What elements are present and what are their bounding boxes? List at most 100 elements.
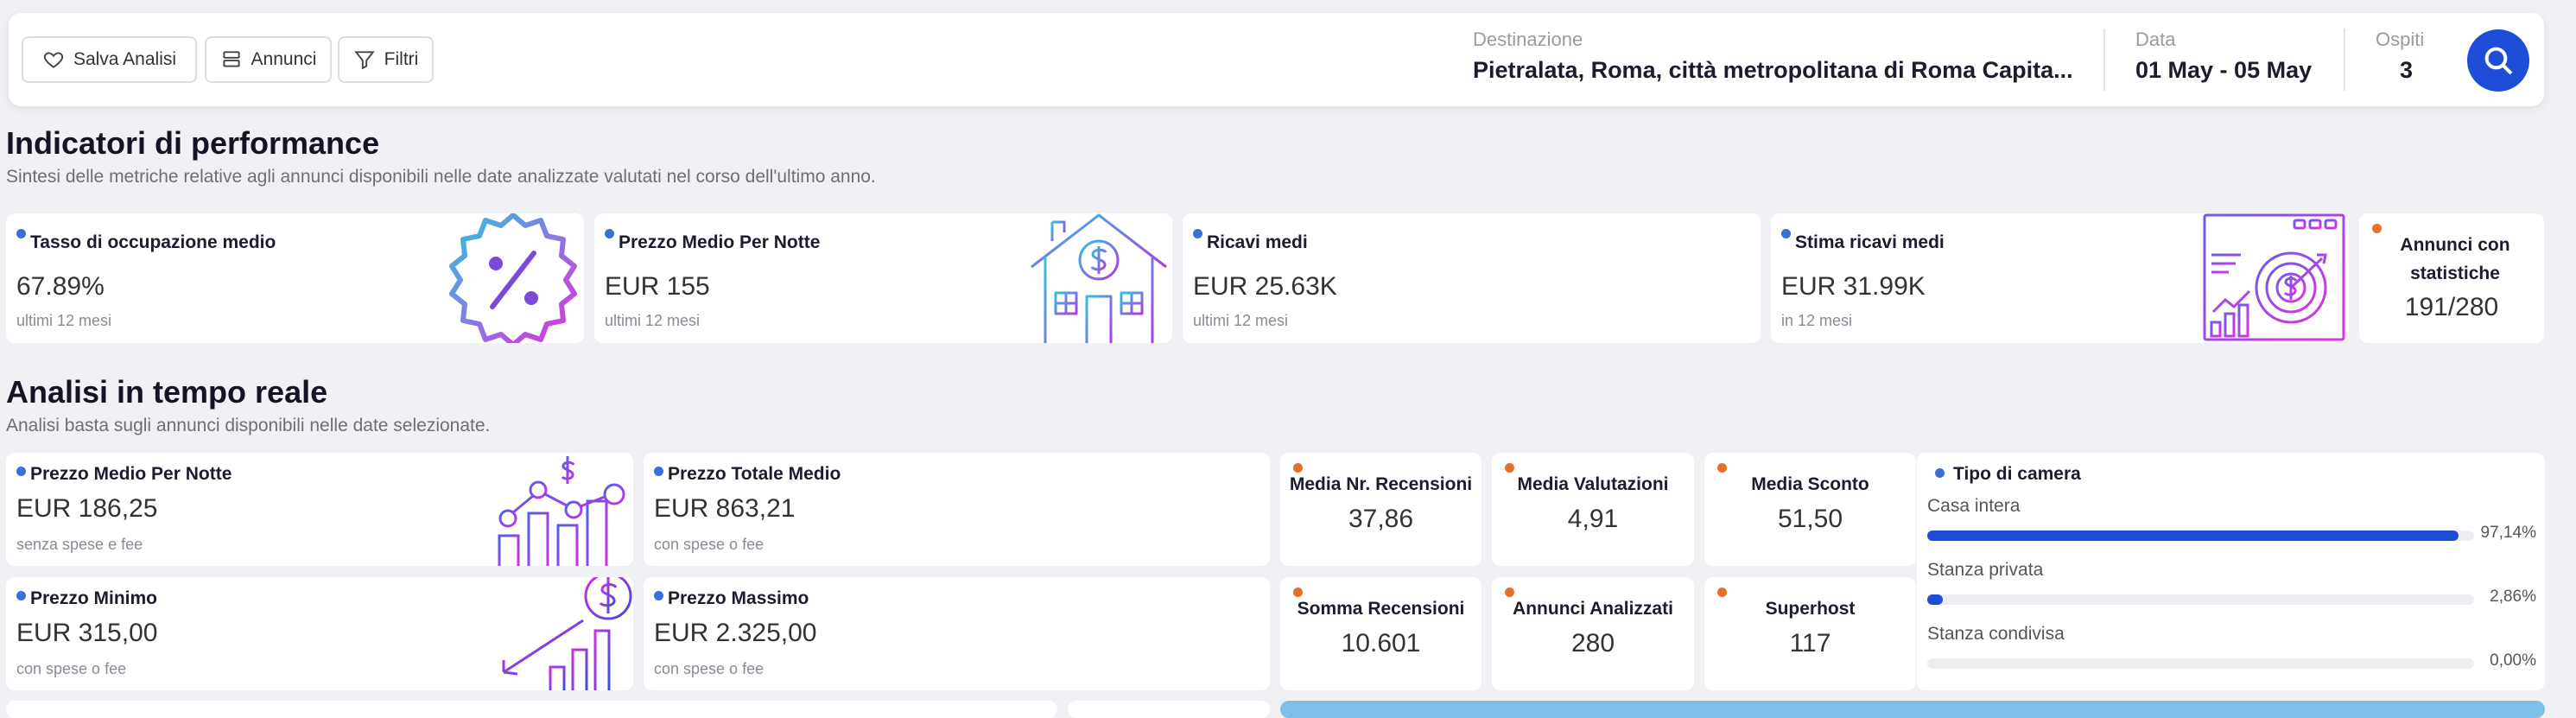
listings-stats-card: Annunci con statistiche 191/280: [2359, 213, 2544, 343]
search-bar: Salva Analisi Annunci Filtri Destinazion…: [9, 13, 2544, 106]
save-analysis-button[interactable]: Salva Analisi: [22, 36, 197, 83]
total-reviews-value: 10.601: [1341, 629, 1421, 658]
avg-discount-title: Media Sconto: [1751, 474, 1869, 494]
target-dollar-icon: [2203, 213, 2345, 341]
filter-icon: [353, 51, 375, 70]
destination-value: Pietralata, Roma, città metropolitana di…: [1473, 57, 2073, 83]
filters-label: Filtri: [384, 49, 419, 69]
est-revenue-value: EUR 31.99K: [1781, 272, 1926, 301]
avg-discount-value: 51,50: [1777, 505, 1843, 533]
rt-avg-total-value: EUR 863,21: [654, 494, 796, 523]
room-type-label: Stanza privata: [1927, 560, 2044, 580]
status-dot: [2372, 224, 2382, 233]
status-dot: [1293, 463, 1303, 473]
status-dot: [654, 591, 663, 600]
avg-revenue-note: ultimi 12 mesi: [1193, 312, 1289, 329]
occupancy-title: Tasso di occupazione medio: [30, 232, 276, 252]
room-type-label: Stanza condivisa: [1927, 624, 2065, 644]
status-dot: [1505, 588, 1514, 597]
listings-button[interactable]: Annunci: [205, 36, 332, 83]
analyzed-listings-title: Annunci Analizzati: [1513, 599, 1673, 619]
rt-avg-price-card: Prezzo Medio Per Notte EUR 186,25 senza …: [6, 453, 633, 566]
avg-ratings-title: Media Valutazioni: [1517, 474, 1669, 494]
rt-min-price-value: EUR 315,00: [16, 619, 158, 647]
rt-avg-price-title: Prezzo Medio Per Notte: [30, 464, 232, 484]
est-revenue-card: Stima ricavi medi EUR 31.99K in 12 mesi: [1771, 213, 2349, 343]
rt-min-price-card: Prezzo Minimo EUR 315,00 con spese o fee: [6, 577, 633, 690]
avg-discount-card: Media Sconto 51,50: [1704, 453, 1916, 566]
avg-price-value: EUR 155: [605, 272, 710, 301]
rt-max-price-note: con spese o fee: [654, 660, 765, 677]
performance-title: Indicatori di performance: [6, 125, 380, 161]
filters-button[interactable]: Filtri: [338, 36, 434, 83]
avg-revenue-card: Ricavi medi EUR 25.63K ultimi 12 mesi: [1183, 213, 1761, 343]
status-dot: [605, 229, 614, 238]
rt-max-price-card: Prezzo Massimo EUR 2.325,00 con spese o …: [644, 577, 1270, 690]
listings-stats-value: 191/280: [2404, 293, 2499, 321]
total-reviews-card: Somma Recensioni 10.601: [1280, 577, 1482, 690]
rt-min-price-title: Prezzo Minimo: [30, 588, 158, 608]
analyzed-listings-card: Annunci Analizzati 280: [1492, 577, 1694, 690]
rt-avg-total-note: con spese o fee: [654, 536, 765, 553]
avg-price-card: Prezzo Medio Per Notte EUR 155 ultimi 12…: [594, 213, 1172, 343]
avg-ratings-card: Media Valutazioni 4,91: [1492, 453, 1694, 566]
est-revenue-note: in 12 mesi: [1781, 312, 1853, 329]
status-dot: [1505, 463, 1514, 473]
status-dot: [1781, 229, 1791, 238]
status-dot: [1717, 588, 1727, 597]
performance-subtitle: Sintesi delle metriche relative agli ann…: [6, 167, 876, 187]
status-dot: [16, 229, 26, 238]
progress-track: [1927, 594, 2474, 605]
search-icon: [2484, 47, 2513, 75]
avg-price-note: ultimi 12 mesi: [605, 312, 701, 329]
analyzed-listings-value: 280: [1570, 629, 1615, 658]
room-type-card: Tipo di camera Casa intera 97,14% Stanza…: [1917, 453, 2545, 690]
room-type-pct: 2,86%: [2490, 588, 2536, 606]
heart-icon: [43, 52, 64, 68]
avg-reviews-card: Media Nr. Recensioni 37,86: [1280, 453, 1482, 566]
guests-label: Ospiti: [2376, 29, 2425, 50]
avg-revenue-value: EUR 25.63K: [1193, 272, 1337, 301]
date-value: 01 May - 05 May: [2135, 57, 2313, 83]
list-icon: [222, 51, 240, 67]
rt-avg-total-title: Prezzo Totale Medio: [668, 464, 841, 484]
bottom-card: [1068, 701, 1270, 718]
rt-max-price-value: EUR 2.325,00: [654, 619, 817, 647]
rt-avg-price-note: senza spese e fee: [16, 536, 143, 553]
occupancy-note: ultimi 12 mesi: [16, 312, 112, 329]
room-type-pct: 97,14%: [2480, 524, 2536, 542]
status-dot: [1193, 229, 1202, 238]
bottom-card: [6, 701, 1057, 718]
percent-badge-icon: [449, 213, 577, 343]
destination-label: Destinazione: [1473, 29, 1583, 50]
realtime-title: Analisi in tempo reale: [6, 374, 328, 410]
listings-stats-title: Annunci con statistiche: [2400, 235, 2510, 283]
superhost-card: Superhost 117: [1704, 577, 1916, 690]
room-type-label: Casa intera: [1927, 496, 2021, 516]
bottom-highlight-card: [1280, 701, 2545, 718]
avg-revenue-title: Ricavi medi: [1207, 232, 1308, 252]
rt-avg-total-card: Prezzo Totale Medio EUR 863,21 con spese…: [644, 453, 1270, 566]
est-revenue-title: Stima ricavi medi: [1795, 232, 1945, 252]
status-dot: [1935, 468, 1945, 478]
total-reviews-title: Somma Recensioni: [1297, 599, 1465, 619]
avg-ratings-value: 4,91: [1567, 505, 1619, 533]
realtime-subtitle: Analisi basta sugli annunci disponibili …: [6, 416, 491, 435]
status-dot: [1717, 463, 1727, 473]
date-label: Data: [2135, 29, 2176, 50]
avg-reviews-title: Media Nr. Recensioni: [1289, 474, 1473, 494]
occupancy-value: 67.89%: [16, 272, 105, 301]
avg-reviews-value: 37,86: [1348, 505, 1414, 533]
status-dot: [654, 467, 663, 476]
house-dollar-icon: [1031, 213, 1167, 343]
progress-fill: [1927, 531, 2459, 541]
search-button[interactable]: [2467, 29, 2529, 92]
growth-chart-icon: [498, 456, 625, 566]
dollar-decline-icon: [502, 577, 632, 690]
progress-track: [1927, 658, 2474, 669]
rt-avg-price-value: EUR 186,25: [16, 494, 158, 523]
guests-value: 3: [2400, 57, 2414, 83]
room-type-title: Tipo di camera: [1953, 464, 2081, 484]
superhost-value: 117: [1789, 629, 1831, 658]
save-analysis-label: Salva Analisi: [73, 49, 177, 69]
